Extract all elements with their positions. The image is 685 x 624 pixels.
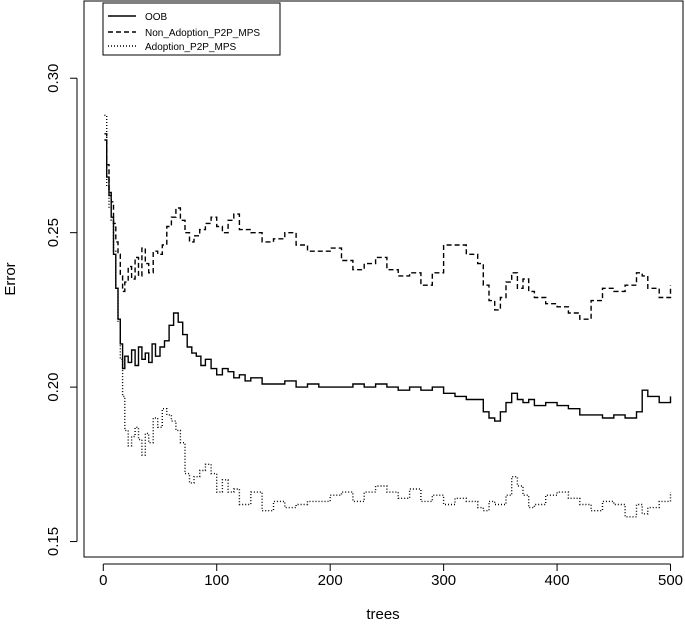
x-tick-label: 300 [431, 572, 456, 589]
series-adoption-line [104, 114, 672, 518]
legend-label-adoption: Adoption_P2P_MPS [145, 42, 237, 53]
x-tick-label: 400 [545, 572, 570, 589]
x-tick-label: 200 [318, 572, 343, 589]
x-tick-label: 0 [99, 572, 107, 589]
series-layer [104, 114, 672, 518]
legend-label-oob: OOB [145, 12, 168, 23]
x-axis-label: trees [366, 606, 399, 623]
legend-label-non-adoption: Non_Adoption_P2P_MPS [145, 28, 260, 39]
y-tick-label: 0.20 [45, 373, 62, 402]
x-tick-label: 100 [204, 572, 229, 589]
x-axis: 0 100 200 300 400 500 [99, 563, 683, 589]
plot-frame [83, 0, 684, 558]
y-axis: 0.15 0.20 0.25 0.30 [45, 64, 78, 556]
y-tick-label: 0.25 [45, 218, 62, 247]
y-axis-label: Error [2, 262, 19, 295]
y-tick-label: 0.30 [45, 64, 62, 93]
x-tick-label: 500 [658, 572, 683, 589]
series-oob-line [104, 139, 672, 422]
series-non-adoption-line [104, 133, 672, 320]
y-tick-label: 0.15 [45, 527, 62, 556]
legend: OOB Non_Adoption_P2P_MPS Adoption_P2P_MP… [102, 2, 281, 56]
